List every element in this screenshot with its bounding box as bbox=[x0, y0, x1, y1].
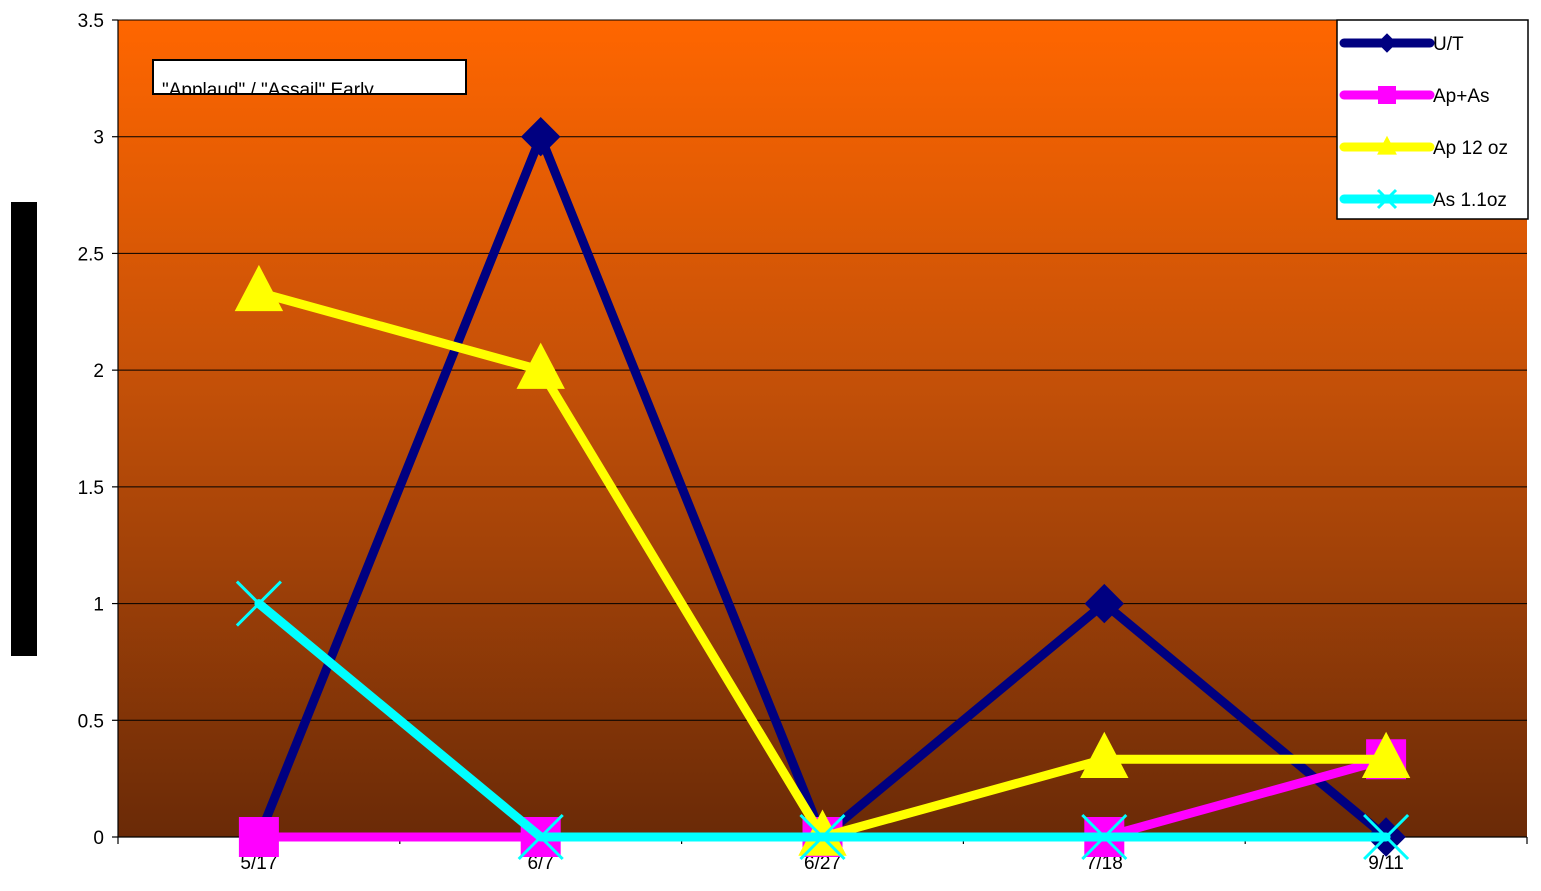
series-layer bbox=[234, 117, 1411, 861]
data-point bbox=[235, 580, 282, 627]
y-tick-label: 2.5 bbox=[78, 244, 104, 265]
legend-box bbox=[1336, 19, 1529, 220]
y-tick-label: 3.5 bbox=[78, 11, 104, 32]
y-tick-label: 0 bbox=[93, 828, 104, 849]
legend-item: As 1.1oz bbox=[1339, 188, 1507, 211]
legend-label: U/T bbox=[1433, 34, 1464, 55]
data-point bbox=[1081, 813, 1128, 861]
y-tick-label: 3 bbox=[93, 128, 104, 149]
y-tick-label: 1.5 bbox=[78, 478, 104, 499]
legend-marker bbox=[1376, 188, 1398, 210]
y-tick-labels: 0 0.5 1 1.5 2 2.5 3 3.5 bbox=[78, 11, 118, 849]
chart-title-box: "Applaud" / "Assail" Early bbox=[152, 59, 467, 101]
legend-label: Ap+As bbox=[1433, 86, 1490, 107]
y-tick-label: 2 bbox=[93, 361, 104, 382]
legend-marker bbox=[1377, 135, 1397, 155]
legend: U/T Ap+As Ap 12 oz As 1.1oz bbox=[1336, 19, 1529, 220]
legend-label: As 1.1oz bbox=[1433, 190, 1507, 211]
legend-item: U/T bbox=[1339, 33, 1464, 55]
x-tick-label: 7/18 bbox=[1086, 853, 1123, 874]
legend-item: Ap 12 oz bbox=[1339, 135, 1508, 159]
data-point bbox=[238, 817, 279, 857]
data-point bbox=[1361, 731, 1411, 778]
data-point bbox=[799, 813, 846, 861]
data-point bbox=[517, 813, 564, 861]
y-tick-label: 0.5 bbox=[78, 711, 104, 732]
x-tick-label: 9/11 bbox=[1368, 853, 1404, 874]
legend-label: Ap 12 oz bbox=[1433, 138, 1508, 159]
legend-marker bbox=[1378, 86, 1396, 104]
series-as-1-1oz bbox=[235, 580, 1410, 861]
y-tick-label: 1 bbox=[93, 595, 104, 616]
plot-area bbox=[118, 20, 1527, 837]
data-point bbox=[234, 264, 284, 312]
data-point bbox=[1084, 583, 1125, 624]
x-tick-label: 6/27 bbox=[804, 853, 841, 874]
chart-title: "Applaud" / "Assail" Early bbox=[162, 80, 374, 101]
left-decoration-bar bbox=[11, 202, 37, 656]
x-tick-label: 6/7 bbox=[527, 853, 553, 874]
data-point bbox=[516, 342, 565, 389]
legend-item: Ap+As bbox=[1339, 86, 1490, 107]
data-point bbox=[520, 117, 561, 157]
x-tick-label: 5/17 bbox=[240, 853, 277, 874]
data-point bbox=[1080, 731, 1129, 778]
x-tick-labels: 5/17 6/7 6/27 7/18 9/11 bbox=[117, 837, 1528, 874]
legend-marker bbox=[1377, 33, 1397, 53]
data-point bbox=[1363, 813, 1410, 861]
